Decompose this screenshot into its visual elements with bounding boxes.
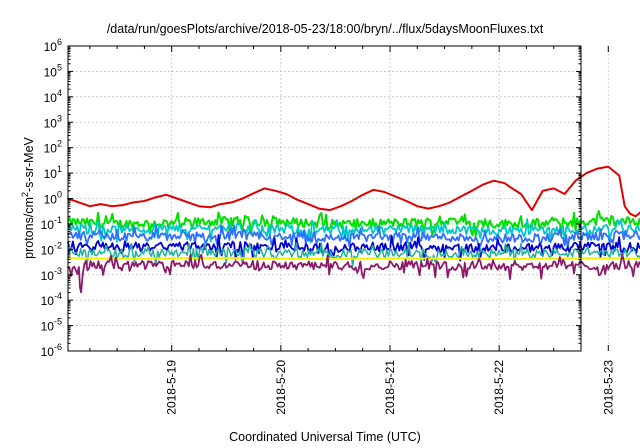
x-axis: 2018-5-19 2018-5-20 2018-5-21 2018-5-22 2018… [89, 46, 615, 415]
y-tick-label: 104 [44, 88, 62, 105]
x-tick-label: 2018-5-19 [165, 360, 179, 415]
y-tick-label: 101 [44, 164, 62, 181]
y-tick-label: 106 [44, 37, 62, 54]
y-tick-label: 10-6 [41, 342, 62, 359]
y-tick-label: 100 [44, 190, 62, 207]
series-line-4 [67, 224, 640, 251]
y-tick-label: 10-1 [41, 215, 62, 232]
chart-title: /data/run/goesPlots/archive/2018-05-23/1… [107, 22, 544, 36]
y-axis: 10-6 10-5 10-4 10-3 10-2 10-1 100 101 102 103 104 1… [41, 37, 581, 359]
x-tick-label: 2018-5-22 [492, 360, 506, 415]
series-line-5 [67, 234, 640, 262]
y-tick-label: 10-2 [41, 240, 62, 257]
series-layer [67, 165, 640, 294]
y-axis-label: protons/cm2-s-sr-MeV [20, 136, 36, 258]
series-line-8 [67, 253, 640, 294]
x-tick-label: 2018-5-23 [601, 360, 615, 415]
y-tick-label: 10-5 [41, 317, 62, 334]
series-line-2 [67, 210, 640, 238]
y-axis-label-suffix: -s-sr-MeV [22, 136, 36, 192]
y-tick-label: 105 [44, 62, 62, 79]
y-tick-label: 10-3 [41, 266, 62, 283]
x-axis-label: Coordinated Universal Time (UTC) [229, 430, 421, 444]
series-line-7 [67, 257, 640, 260]
y-tick-label: 10-4 [41, 291, 62, 308]
y-tick-label: 102 [44, 139, 62, 156]
x-tick-label: 2018-5-21 [383, 360, 397, 415]
series-line-6 [67, 241, 640, 268]
x-tick-label: 2018-5-20 [274, 360, 288, 415]
y-axis-label-base: protons/cm [22, 197, 36, 259]
y-axis-label-exponent: 2 [20, 192, 30, 197]
y-tick-label: 103 [44, 113, 62, 130]
series-line-1 [67, 165, 640, 218]
